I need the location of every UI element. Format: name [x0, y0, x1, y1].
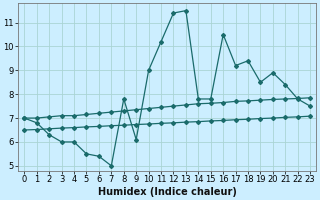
X-axis label: Humidex (Indice chaleur): Humidex (Indice chaleur) [98, 187, 237, 197]
